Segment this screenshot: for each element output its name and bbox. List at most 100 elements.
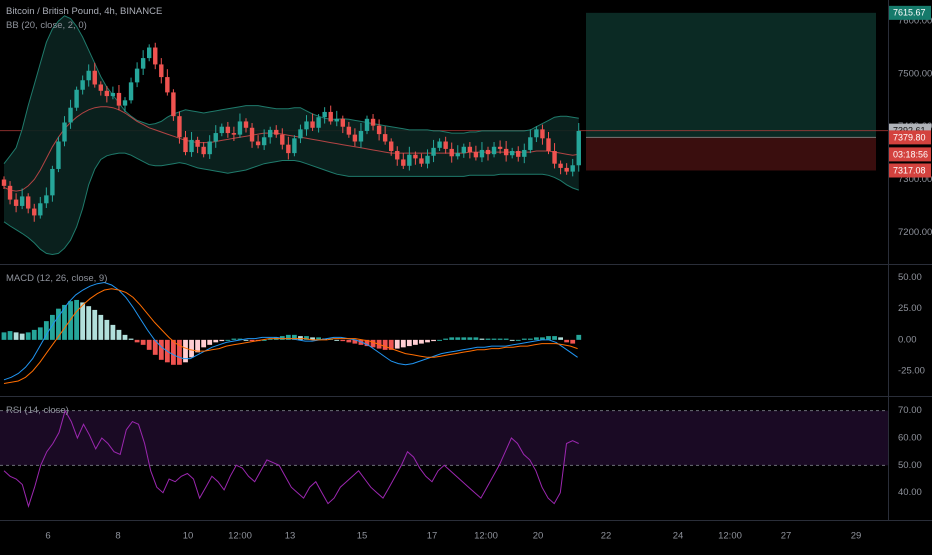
macd-histogram-bar: [298, 336, 303, 340]
bb-indicator-label: BB (20, close, 2, 0): [6, 20, 87, 31]
candle-body: [92, 70, 97, 85]
candle: [298, 124, 303, 144]
candle: [382, 126, 388, 145]
macd-histogram-bar: [419, 339, 424, 344]
candle-body: [346, 126, 352, 135]
stop-price-label-bg: [889, 163, 931, 178]
candle: [92, 62, 97, 88]
candle: [268, 126, 273, 144]
candle: [189, 132, 194, 157]
macd-histogram-bar: [546, 336, 551, 340]
macd-histogram-bar: [413, 339, 418, 345]
rsi-axis-tick: 70.00: [898, 405, 922, 416]
candle-body: [419, 158, 424, 164]
symbol-title: Bitcoin / British Pound, 4h, BINANCE: [6, 6, 163, 17]
candle: [564, 163, 569, 175]
macd-histogram-bar: [509, 339, 515, 341]
candle-body: [292, 138, 297, 154]
candle-body: [62, 122, 67, 142]
candle-body: [261, 137, 267, 146]
candle: [213, 125, 218, 148]
candle-body: [443, 141, 448, 149]
candle-body: [497, 146, 503, 149]
macd-histogram-bar: [316, 337, 321, 340]
candle: [461, 143, 466, 158]
candle: [425, 149, 430, 169]
candle: [413, 151, 418, 165]
candle: [68, 99, 73, 129]
candle-body: [485, 149, 491, 155]
macd-histogram-bar: [146, 339, 152, 350]
candle-body: [304, 121, 309, 130]
macd-histogram-bar: [346, 339, 352, 343]
rsi-axis-tick: 60.00: [898, 433, 922, 444]
candle: [316, 114, 321, 133]
time-axis-tick: 12:00: [474, 531, 498, 542]
macd-histogram-bar: [92, 309, 98, 340]
macd-histogram-bar: [56, 308, 61, 340]
time-axis-tick: 29: [851, 531, 862, 542]
candle-body: [280, 134, 285, 145]
candle: [304, 115, 309, 136]
macd-histogram-bar: [461, 337, 467, 340]
macd-legend[interactable]: MACD (12, 26, close, 9): [6, 273, 107, 284]
candle: [243, 118, 249, 133]
candle-body: [522, 149, 527, 157]
candle-body: [401, 159, 406, 166]
macd-histogram-bar: [570, 339, 576, 344]
macd-histogram-bar: [491, 338, 497, 340]
macd-axis-tick: 0.00: [898, 334, 917, 345]
symbol-legend[interactable]: Bitcoin / British Pound, 4h, BINANCE: [6, 6, 162, 17]
candle-body: [74, 89, 79, 108]
macd-histogram-bar: [540, 337, 545, 340]
countdown-label: 03:18:56: [889, 147, 931, 162]
candle-body: [437, 141, 442, 148]
candle-body: [376, 125, 382, 135]
candle: [292, 135, 297, 157]
macd-histogram-bar: [388, 339, 394, 350]
bb-legend[interactable]: BB (20, close, 2, 0): [6, 20, 87, 31]
bollinger-bands: [3, 15, 579, 256]
candle-body: [322, 111, 327, 118]
macd-histogram-bar: [1, 332, 7, 340]
candle-body: [546, 138, 551, 152]
candle: [159, 58, 164, 84]
candle: [376, 119, 382, 141]
candle-body: [334, 118, 339, 122]
candle-body: [159, 64, 164, 78]
macd-histogram-bar: [473, 337, 479, 340]
candle-body: [26, 196, 31, 209]
macd-histogram-bar: [128, 338, 134, 340]
candle-body: [310, 121, 315, 128]
macd-histogram-bar: [352, 339, 358, 344]
candle: [116, 85, 122, 111]
time-axis-tick: 27: [781, 531, 792, 542]
time-axis-tick: 8: [115, 531, 120, 542]
candle-body: [140, 58, 146, 69]
rsi-indicator-label: RSI (14, close): [6, 405, 69, 416]
macd-histogram-bar: [171, 339, 176, 365]
candle: [38, 196, 43, 219]
macd-histogram-bar: [534, 337, 539, 340]
macd-histogram-bar: [261, 339, 267, 341]
macd-histogram-bar: [201, 339, 207, 348]
candle: [443, 136, 448, 154]
time-axis-tick: 15: [357, 531, 368, 542]
macd-histogram-bar: [382, 339, 388, 350]
macd-histogram-bar: [43, 321, 49, 340]
candle: [322, 107, 327, 124]
candle: [552, 143, 557, 169]
candle-body: [528, 137, 533, 150]
rsi-legend[interactable]: RSI (14, close): [6, 405, 69, 416]
candle: [231, 126, 237, 141]
candle: [183, 130, 188, 156]
candle: [134, 62, 140, 88]
rsi-axis-tick: 50.00: [898, 460, 922, 471]
candle-body: [389, 141, 394, 152]
candle: [237, 113, 243, 138]
candle: [74, 86, 79, 111]
candle: [576, 123, 581, 172]
time-axis-tick: 12:00: [718, 531, 742, 542]
